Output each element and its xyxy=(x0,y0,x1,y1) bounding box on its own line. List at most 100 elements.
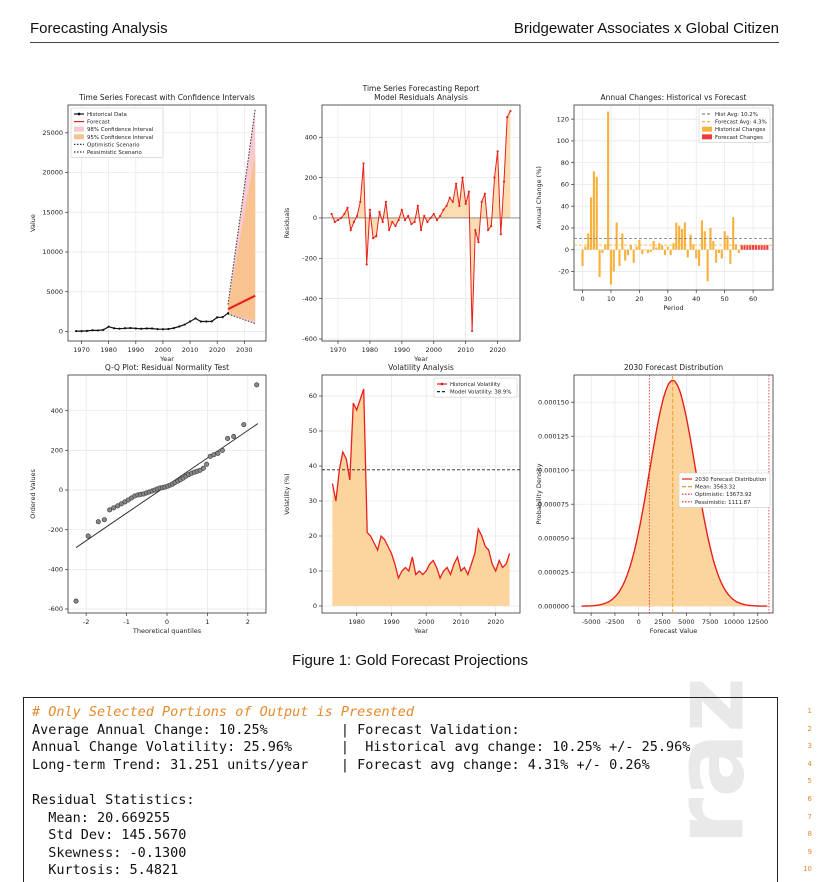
historical-bar xyxy=(683,222,686,250)
historical-bar xyxy=(666,246,669,250)
historical-point xyxy=(118,327,121,330)
line-number: 5 xyxy=(807,777,812,786)
chart-title: 2030 Forecast Distribution xyxy=(624,363,724,372)
legend-marker xyxy=(77,112,81,116)
residual-point xyxy=(455,182,458,185)
axes-frame xyxy=(321,104,521,342)
legend-swatch xyxy=(74,126,84,132)
qq-point xyxy=(211,452,217,458)
historical-point xyxy=(140,327,143,330)
legend-entry: Optimistic Scenario xyxy=(87,142,140,148)
forecast-bar xyxy=(749,245,752,250)
qq-point xyxy=(95,519,101,525)
legend-entry: Forecast xyxy=(87,120,110,126)
historical-point xyxy=(226,312,230,315)
y-tick-label: 5000 xyxy=(46,288,63,296)
chart-title: Model Residuals Analysis xyxy=(374,93,468,102)
legend-swatch xyxy=(74,134,84,140)
y-axis-label: Ordered Values xyxy=(29,469,37,519)
x-tick-label: 2000 xyxy=(418,618,435,626)
y-tick-label: 400 xyxy=(305,133,317,141)
x-tick-label: 5000 xyxy=(678,618,695,626)
x-tick-label: 1970 xyxy=(330,346,347,354)
y-tick-label: 200 xyxy=(305,174,317,182)
historical-bar xyxy=(723,231,726,250)
forecast-line xyxy=(227,294,256,311)
x-tick-label: 2020 xyxy=(487,618,504,626)
y-tick-label: -400 xyxy=(302,295,317,303)
y-tick-label: 15000 xyxy=(42,208,63,216)
x-tick-label: 12500 xyxy=(747,618,768,626)
y-tick-label: 20000 xyxy=(42,169,63,177)
qq-point xyxy=(111,505,117,511)
legend-entry: Historical Changes xyxy=(715,127,766,133)
y-tick-label: 400 xyxy=(51,407,63,415)
line-number: 9 xyxy=(807,847,812,856)
historical-bar xyxy=(717,249,721,253)
historical-bar xyxy=(732,217,735,250)
x-tick-label: -1 xyxy=(123,618,129,626)
y-tick-label: -400 xyxy=(48,566,63,574)
historical-bar xyxy=(641,249,644,255)
x-tick-label: 40 xyxy=(692,295,700,303)
ci95-band xyxy=(228,152,256,322)
code-line: Average Annual Change: 10.25% | Forecast… xyxy=(32,721,520,738)
residual-point xyxy=(340,216,343,220)
residual-point xyxy=(464,202,467,205)
header-right: Bridgewater Associates x Global Citizen xyxy=(513,20,779,37)
axes-frame xyxy=(67,104,267,342)
x-axis-label: Forecast Value xyxy=(650,627,697,635)
residual-point xyxy=(445,204,448,207)
legend-entry: Pessimistic Scenario xyxy=(87,150,142,156)
x-tick-label: 1970 xyxy=(73,346,90,354)
y-tick-label: 10000 xyxy=(42,248,63,256)
x-tick-label: 2020 xyxy=(489,346,506,354)
chart-panel-6: -5000 -2500 0 2500 5000 7500 10000 12500 0.00000… xyxy=(535,363,774,635)
x-tick-label: -2500 xyxy=(605,618,624,626)
legend-entry: Pessimistic: 1111.87 xyxy=(695,500,750,506)
chart-title: Annual Changes: Historical vs Forecast xyxy=(601,93,747,102)
residual-point xyxy=(442,208,445,211)
residual-point xyxy=(394,224,397,228)
line-number: 8 xyxy=(807,830,812,839)
code-comment: # Only Selected Portions of Output is Pr… xyxy=(32,704,415,720)
historical-bar xyxy=(618,249,621,267)
historical-bar xyxy=(595,176,598,250)
residual-point xyxy=(423,214,426,218)
residual-point xyxy=(343,212,346,216)
historical-point xyxy=(145,327,148,330)
historical-point xyxy=(96,329,99,332)
qq-point xyxy=(231,433,237,439)
forecast-bar xyxy=(743,245,746,250)
residual-point xyxy=(384,200,387,203)
residual-point xyxy=(499,232,502,236)
y-axis-label: Residuals xyxy=(283,207,291,238)
residual-point xyxy=(493,176,496,179)
historical-bar xyxy=(686,249,689,258)
legend-swatch xyxy=(702,134,712,140)
historical-bar xyxy=(649,249,652,252)
historical-bar xyxy=(672,243,675,250)
volatility-area xyxy=(332,389,510,606)
residual-point xyxy=(419,228,423,232)
line-number: 6 xyxy=(807,794,812,803)
residual-point xyxy=(375,235,378,238)
residual-point xyxy=(362,162,365,165)
y-tick-label: 100 xyxy=(557,137,569,145)
historical-bar xyxy=(652,241,655,250)
y-tick-label: 0.000050 xyxy=(538,534,569,542)
qq-point xyxy=(85,533,91,539)
y-axis-label: Annual Change (%) xyxy=(535,166,543,229)
historical-point xyxy=(167,327,170,331)
y-tick-label: 0 xyxy=(59,328,63,336)
historical-bar xyxy=(680,229,684,250)
qq-point xyxy=(101,517,107,523)
y-tick-label: 20 xyxy=(561,224,569,232)
historical-bar xyxy=(734,244,738,250)
historical-point xyxy=(91,329,94,332)
y-tick-label: 40 xyxy=(561,202,569,210)
residual-point xyxy=(403,218,407,222)
historical-bar xyxy=(700,220,703,250)
axes-frame xyxy=(321,374,521,614)
qq-point xyxy=(225,435,231,441)
